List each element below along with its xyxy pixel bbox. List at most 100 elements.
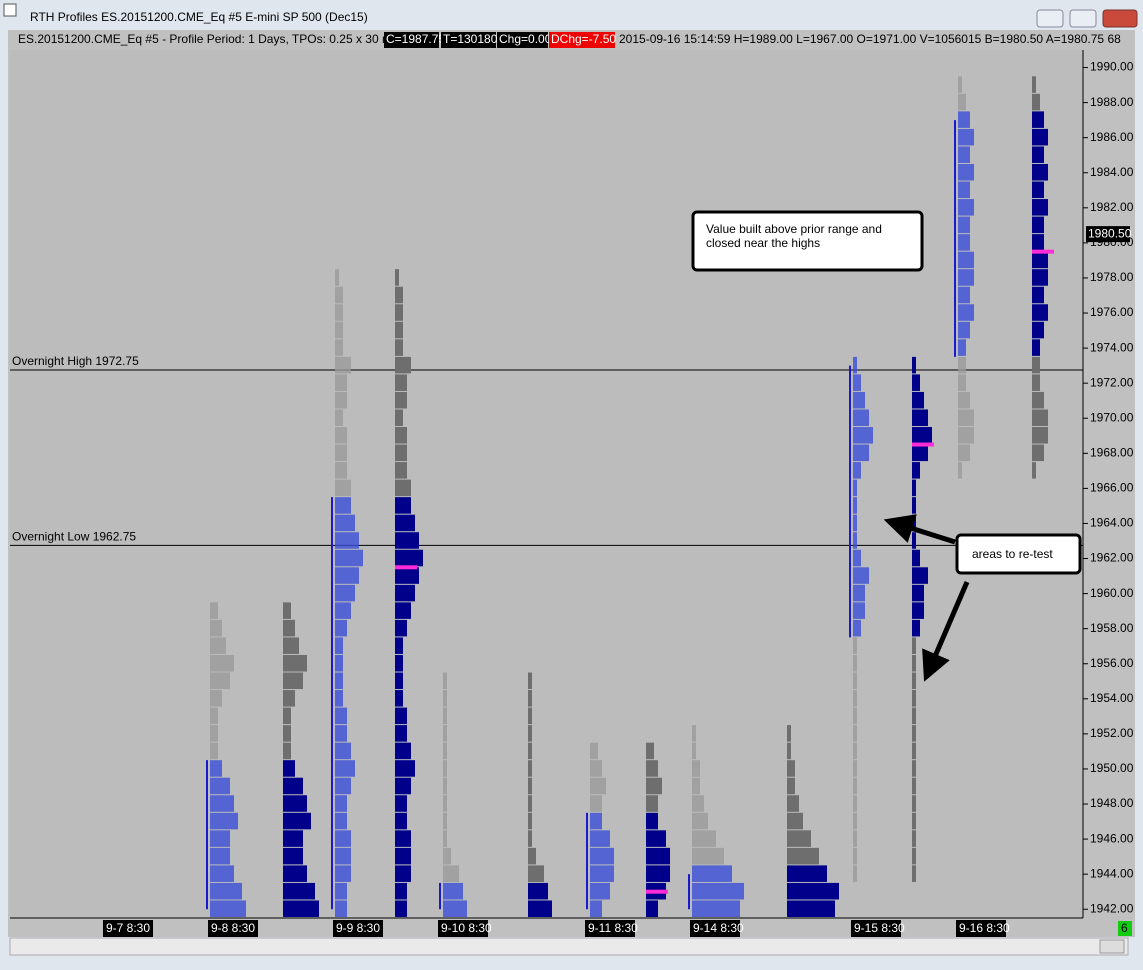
profile-bar — [395, 532, 419, 549]
profile-bar — [646, 777, 662, 795]
tpo-column — [853, 847, 857, 865]
tpo-column — [335, 830, 351, 847]
profile-bar — [283, 672, 303, 690]
scroll-thumb[interactable] — [1099, 939, 1125, 954]
tpo-column — [692, 725, 696, 742]
tpo-column — [210, 795, 234, 812]
tpo-column — [853, 462, 861, 479]
y-tick-label: 1974.00 — [1090, 340, 1134, 354]
profile-bar — [912, 462, 920, 479]
profile-bar — [395, 690, 403, 707]
profile-bar — [395, 760, 415, 777]
profile-bar — [1032, 321, 1044, 339]
tpo-column — [210, 882, 242, 900]
info-ticks: T=130180 — [443, 32, 498, 46]
profile-bar — [528, 900, 552, 917]
y-tick-label: 1964.00 — [1090, 516, 1134, 530]
profile-bar — [787, 777, 795, 795]
tpo-column — [335, 427, 347, 444]
tpo-column — [335, 584, 355, 602]
scrollbar[interactable] — [9, 937, 1129, 956]
profile-bar — [395, 374, 407, 391]
profile-bar — [528, 882, 548, 900]
tpo-column — [958, 146, 970, 163]
tpo-column — [853, 654, 857, 672]
tpo-column — [853, 532, 857, 549]
y-tick-label: 1950.00 — [1090, 761, 1134, 775]
profile-bar — [787, 795, 799, 812]
info-box — [384, 32, 439, 48]
profile-bar — [1032, 356, 1040, 374]
tpo-column — [958, 76, 962, 93]
date-box — [438, 920, 488, 937]
tpo-column — [335, 549, 363, 567]
tpo-column — [335, 690, 343, 707]
profile-bar — [1032, 374, 1040, 391]
tpo-column — [853, 584, 865, 602]
profile-bar — [912, 427, 932, 444]
tpo-column — [853, 725, 857, 742]
tpo-column — [210, 900, 246, 917]
tpo-column — [443, 777, 447, 795]
profile-bar — [283, 637, 299, 654]
date-label: 9-16 8:30 — [959, 921, 1010, 935]
profile-bar — [912, 865, 916, 882]
profile-bar — [395, 812, 407, 830]
profile-bar — [787, 812, 803, 830]
date-box — [851, 920, 901, 937]
tpo-column — [958, 374, 966, 391]
tpo-column — [210, 654, 234, 672]
profile-bar — [528, 760, 532, 777]
profile-bar — [646, 795, 658, 812]
profile-bar — [528, 777, 532, 795]
profile-bar — [1032, 269, 1048, 286]
tpo-column — [590, 882, 610, 900]
tpo-column — [853, 619, 861, 637]
tpo-column — [210, 672, 230, 690]
y-tick-label: 1944.00 — [1090, 866, 1134, 880]
tpo-column — [958, 269, 974, 286]
tpo-column — [958, 356, 966, 374]
status-text: 6 — [1121, 921, 1128, 935]
profile-bar — [912, 444, 928, 462]
tpo-column — [853, 444, 869, 462]
profile-bar — [1032, 409, 1048, 427]
y-tick-label: 1978.00 — [1090, 270, 1134, 284]
minimize-button[interactable] — [1036, 9, 1064, 28]
tpo-column — [853, 865, 857, 882]
tpo-column — [590, 742, 598, 760]
close-button[interactable] — [1102, 9, 1138, 28]
profile-bar — [283, 707, 291, 725]
tpo-column — [443, 900, 467, 917]
tpo-column — [443, 707, 447, 725]
profile-bar — [912, 356, 916, 374]
last-price-label: 1980.50 — [1088, 226, 1132, 240]
tpo-column — [335, 444, 347, 462]
profile-bar — [395, 830, 411, 847]
profile-bar — [912, 409, 928, 427]
profile-bar — [395, 321, 403, 339]
profile-bar — [787, 847, 819, 865]
profile-bar — [912, 777, 916, 795]
profile-bar — [395, 479, 411, 497]
y-tick-label: 1968.00 — [1090, 445, 1134, 459]
tpo-column — [335, 882, 347, 900]
poc-marker — [1032, 249, 1054, 254]
info-close: C=1987.75 — [386, 32, 445, 46]
profile-bar — [912, 374, 920, 391]
tpo-column — [443, 725, 447, 742]
date-box — [585, 920, 635, 937]
tpo-column — [335, 602, 351, 619]
tpo-column — [335, 900, 347, 917]
profile-bar — [1032, 444, 1044, 462]
profile-bar — [395, 865, 411, 882]
y-tick-label: 1962.00 — [1090, 551, 1134, 565]
tpo-column — [443, 690, 447, 707]
tpo-column — [958, 111, 970, 128]
maximize-button[interactable] — [1069, 9, 1097, 28]
tpo-column — [958, 128, 974, 146]
tpo-column — [853, 707, 857, 725]
profile-bar — [912, 637, 916, 654]
profile-bar — [1032, 462, 1036, 479]
